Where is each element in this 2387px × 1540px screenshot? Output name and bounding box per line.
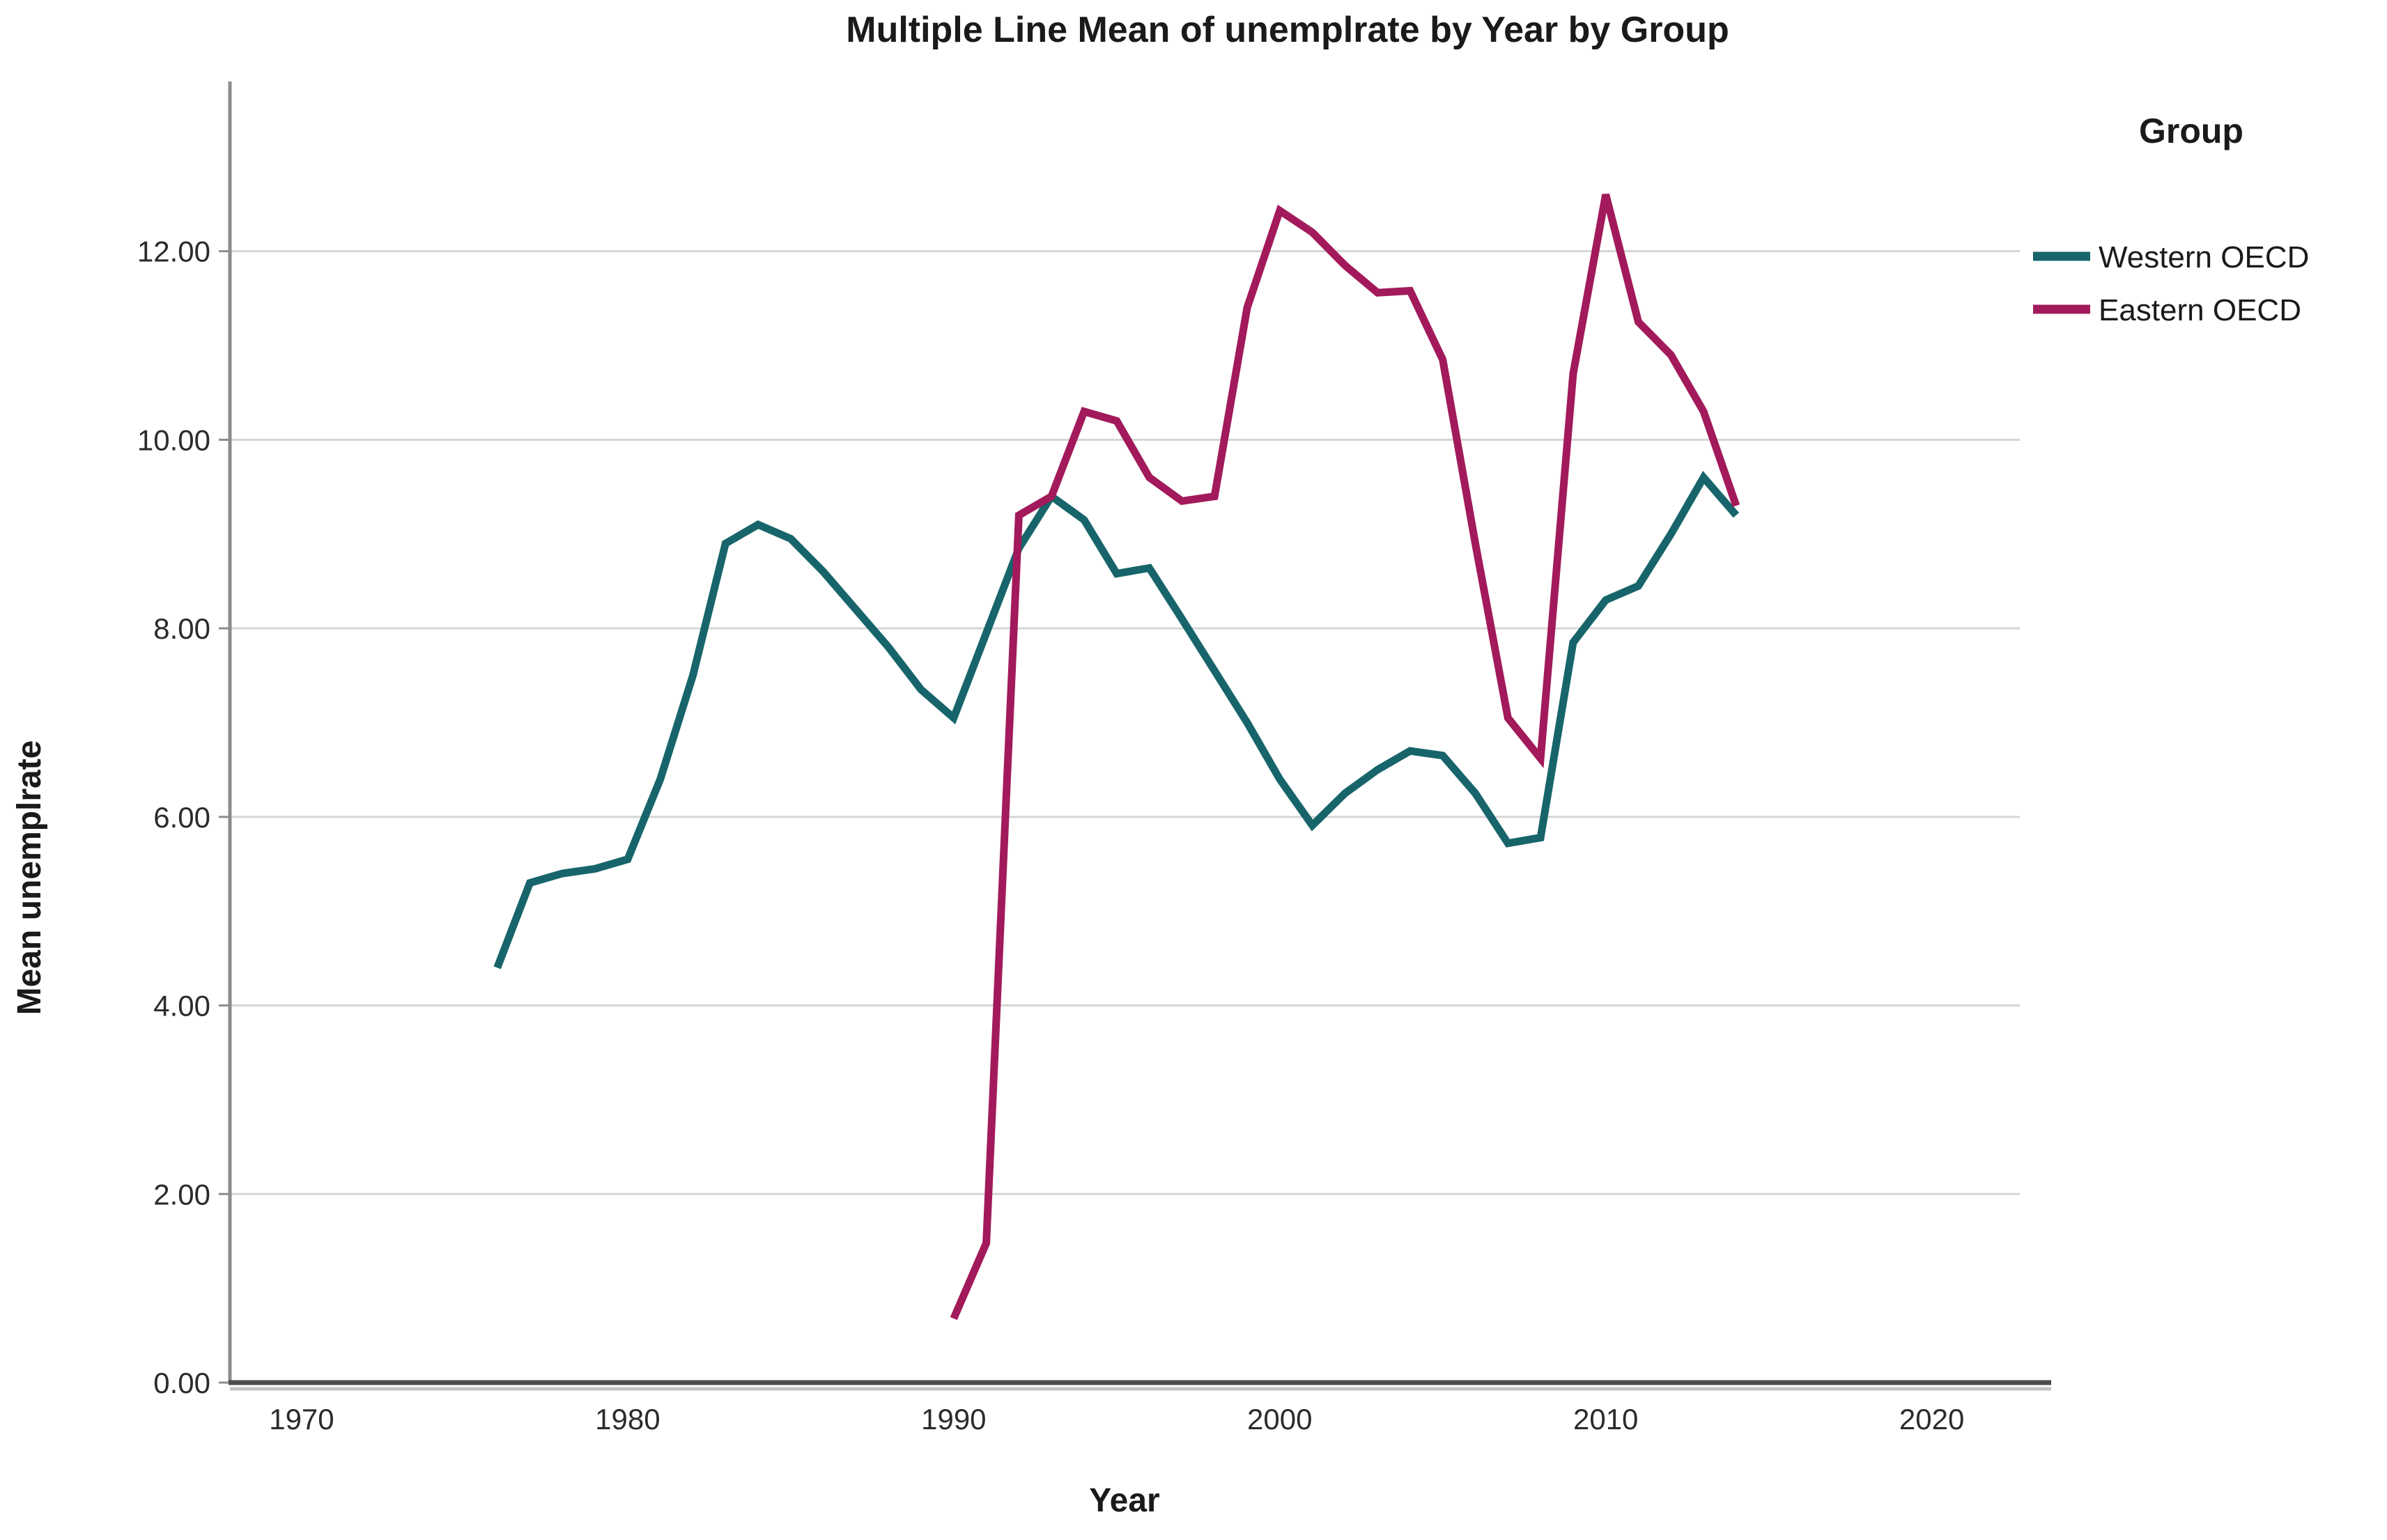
x-axis-label: Year xyxy=(1089,1482,1159,1519)
legend-item-label: Eastern OECD xyxy=(2099,293,2301,327)
x-tick-label: 1970 xyxy=(269,1403,334,1436)
series-line-eastern-oecd xyxy=(950,194,1740,1321)
y-axis-label: Mean unemplrate xyxy=(11,740,48,1016)
y-tick-label: 10.00 xyxy=(137,423,210,456)
gridlines xyxy=(230,250,2020,1195)
legend-title: Group xyxy=(2139,111,2243,150)
y-tick-label: 6.00 xyxy=(153,801,210,834)
x-tick-label: 2000 xyxy=(1247,1403,1312,1436)
series-line-western-oecd xyxy=(493,471,1740,970)
legend: Group Western OECD Eastern OECD xyxy=(2033,111,2309,327)
tick-labels: 0.00 2.00 4.00 6.00 8.00 10.00 12.00 1970 1980 19… xyxy=(137,235,1964,1436)
x-tick-label: 2020 xyxy=(1899,1403,1964,1436)
y-tick-label: 0.00 xyxy=(153,1367,210,1399)
chart-title: Multiple Line Mean of unemplrate by Year… xyxy=(846,10,1729,50)
x-tick-label: 2010 xyxy=(1573,1403,1638,1436)
legend-item-eastern: Eastern OECD xyxy=(2033,293,2301,327)
axes xyxy=(219,81,2051,1391)
y-tick-label: 12.00 xyxy=(137,235,210,268)
y-tick-label: 2.00 xyxy=(153,1178,210,1211)
legend-item-label: Western OECD xyxy=(2099,240,2309,274)
y-tick-label: 8.00 xyxy=(153,612,210,645)
series-lines xyxy=(493,194,1740,1321)
x-tick-label: 1990 xyxy=(921,1403,986,1436)
legend-item-western: Western OECD xyxy=(2033,240,2309,274)
y-tick-label: 4.00 xyxy=(153,990,210,1022)
x-tick-label: 1980 xyxy=(595,1403,660,1436)
